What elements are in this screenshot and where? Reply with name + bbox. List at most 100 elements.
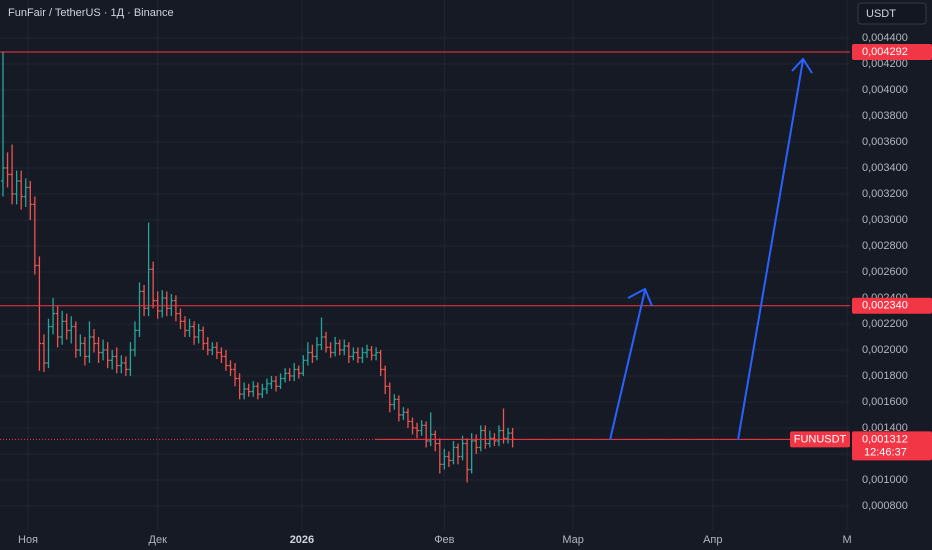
price-box [852,431,932,461]
ohlc-bar [137,282,142,337]
ohlc-bar [278,373,283,389]
ohlc-bar [223,349,228,371]
ohlc-bar [456,443,461,465]
ohlc-bar [242,382,247,400]
ohlc-bar [14,170,19,205]
chart-title: FunFair / TetherUS · 1Д · Binance [8,7,174,19]
ohlc-bar [169,294,174,317]
ohlc-bar [401,407,406,421]
axes: 0,0008000,0010000,0012000,0014000,001600… [18,32,932,546]
x-tick-label: Дек [149,534,168,546]
y-tick-label: 0,001600 [862,396,908,408]
ohlc-bar [415,422,420,439]
y-tick-label: 0,002000 [862,344,908,356]
ohlc-bar [69,316,74,344]
ohlc-bar [433,430,438,452]
ohlc-bar [146,222,151,317]
drawings [609,57,813,441]
plot [0,51,850,483]
ohlc-bar [32,196,37,275]
ohlc-bar [73,321,78,358]
level-label-box [852,43,932,60]
y-tick-label: 0,003000 [862,214,908,226]
symbol-label: FUNUSDT [794,433,847,445]
ohlc-bar [237,373,242,400]
ohlc-bar [114,347,119,374]
ohlc-bar [123,356,128,376]
ohlc-bar [28,180,33,220]
ohlc-bar [160,290,165,318]
ohlc-bar [251,381,256,397]
ohlc-bar [446,451,451,467]
ohlc-bar [51,297,56,335]
ohlc-bar [87,321,92,363]
y-tick-label: 0,002800 [862,240,908,252]
arrow [737,59,804,441]
ohlc-bar [342,339,347,356]
ohlc-bar [210,342,215,356]
ohlc-bar [23,178,28,207]
ohlc-bar [396,395,401,422]
grid [0,0,850,530]
ohlc-bar [269,375,274,389]
ohlc-bar [5,152,10,188]
ohlc-bar [78,334,83,357]
ohlc-bar [119,355,124,374]
ohlc-bar [296,365,301,379]
level-label-box [852,297,932,314]
y-tick-label: 0,004400 [862,32,908,44]
arrow [609,289,646,441]
ohlc-bar [82,336,87,366]
ohlc-bar [506,427,511,444]
ohlc-bar [337,339,342,356]
ohlc-bar [264,378,269,395]
arrow-head [627,287,653,307]
ohlc-bar [369,346,374,361]
ohlc-bar [196,323,201,344]
ohlc-bar [1,52,6,197]
ohlc-bar [60,310,65,345]
y-tick-label: 0,003400 [862,162,908,174]
ohlc-bar [428,412,433,447]
price-label: 0,001312 [862,433,908,445]
ohlc-bar [387,382,392,413]
ohlc-bar [328,342,333,358]
ohlc-bar [442,448,447,470]
ohlc-bar [478,425,483,452]
ohlc-bar [392,394,397,410]
ohlc-bar [319,317,324,350]
ohlc-bar [451,440,456,465]
ohlc-bar [324,331,329,353]
y-tick-label: 0,004200 [862,58,908,70]
y-tick-label: 0,001800 [862,370,908,382]
ohlc-bar [374,347,379,361]
y-tick-label: 0,003200 [862,188,908,200]
ohlc-bar [192,321,197,345]
ohlc-bar [105,342,110,369]
ohlc-bar [55,305,60,348]
ohlc-bar [173,295,178,322]
ohlc-bar [274,375,279,392]
arrow-head [791,57,813,74]
level-label: 0,004292 [862,46,908,58]
ohlc-bar [37,256,42,371]
ohlc-bar [155,291,160,319]
ohlc-bar [19,170,24,210]
ohlc-bar [283,368,288,383]
x-tick-label: М [842,534,851,546]
ohlc-bar [178,308,183,330]
currency-label[interactable]: USDT [866,8,896,20]
y-tick-label: 0,000800 [862,500,908,512]
symbol-box [790,431,850,448]
ohlc-bar [287,368,292,382]
ohlc-bar [228,360,233,376]
ohlc-bar [187,318,192,337]
ohlc-bar [346,342,351,363]
ohlc-bar [41,334,46,373]
ohlc-bar [301,355,306,376]
currency-button[interactable] [857,2,927,25]
ohlc-bar [419,420,424,436]
